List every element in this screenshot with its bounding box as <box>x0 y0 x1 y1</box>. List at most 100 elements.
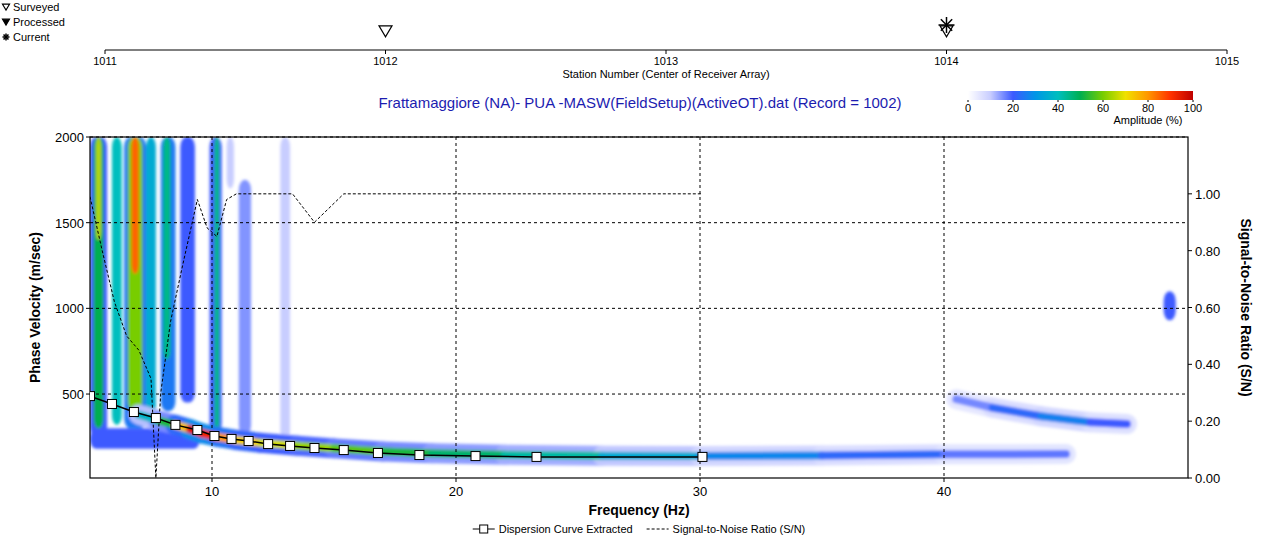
y2-tick <box>1188 364 1192 365</box>
legend-label: Dispersion Curve Extracted <box>499 523 633 535</box>
y-tick <box>86 222 90 223</box>
x-tick <box>212 478 213 482</box>
amplitude-ridge <box>432 453 505 455</box>
x-tick <box>456 478 457 482</box>
legend-label: Signal-to-Noise Ratio (S/N) <box>673 523 806 535</box>
chart-title: Frattamaggiore (NA)- PUA -MASW(FieldSetu… <box>378 94 901 111</box>
amplitude-patch <box>210 137 222 433</box>
colorbar: 0 20 40 60 80 100Amplitude (%) <box>965 91 1202 126</box>
grid-line-x <box>456 137 457 478</box>
amplitude-patch <box>124 137 146 428</box>
strip-legend-label: Processed <box>13 16 65 28</box>
y2-tick-label: 0.60 <box>1195 301 1220 316</box>
snr-line <box>90 194 702 478</box>
y2-tick <box>1188 478 1192 479</box>
y2-tick <box>1188 307 1192 308</box>
amplitude-ridge <box>822 454 944 455</box>
station-marker <box>379 26 392 37</box>
markers <box>90 392 707 462</box>
dispersion-point <box>227 434 236 443</box>
station-tick-label: 1011 <box>93 55 117 67</box>
strip-legend-label: Surveyed <box>13 1 59 13</box>
x-tick <box>944 478 945 482</box>
colorbar-tick-label: 80 <box>1142 102 1154 114</box>
y-axis-title: Phase Velocity (m/sec) <box>27 232 43 383</box>
dispersion-point <box>90 392 95 401</box>
grid-line-x <box>700 137 701 478</box>
colorbar-label: Amplitude (%) <box>1113 114 1182 126</box>
station-marker <box>3 4 10 10</box>
amplitude-patch <box>180 137 195 403</box>
x-tick-label: 30 <box>693 484 707 499</box>
amplitude-ridge <box>956 399 993 408</box>
y-tick-label: 500 <box>62 387 84 402</box>
dispersion-point <box>532 452 541 461</box>
amplitude-patch <box>94 137 104 428</box>
legend-item: Dispersion Curve Extracted <box>473 523 633 535</box>
page: 10111012101310141015Station Number (Cent… <box>0 0 1262 542</box>
amplitude-ridge <box>1090 422 1127 424</box>
legend-line <box>647 529 669 530</box>
y2-tick <box>1188 421 1192 422</box>
legend-marker <box>480 525 488 533</box>
y2-tick-label: 0.80 <box>1195 244 1220 259</box>
amplitude-patch <box>227 137 234 188</box>
amplitude-patch <box>128 137 143 411</box>
station-tick-label: 1015 <box>1215 55 1239 67</box>
amplitude-ridge <box>602 446 700 466</box>
grid-line-x <box>944 137 945 478</box>
colorbar-tick-label: 100 <box>1184 102 1202 114</box>
amplitude-ridge <box>993 408 1042 417</box>
station-tick <box>666 50 667 54</box>
colorbar-tick-label: 40 <box>1052 102 1064 114</box>
dispersion-point <box>286 441 295 450</box>
colorbar-tick-label: 0 <box>965 102 971 114</box>
station-tick <box>385 50 386 54</box>
y2-tick <box>1188 250 1192 251</box>
triangle <box>3 4 10 10</box>
y-tick <box>86 308 90 309</box>
station-marker <box>3 19 10 25</box>
amplitude-ridge <box>505 445 603 466</box>
dispersion-point <box>129 408 138 417</box>
x-tick <box>700 478 701 482</box>
y-tick <box>86 394 90 395</box>
dispersion-point <box>171 420 180 429</box>
amplitude-patch <box>112 137 122 425</box>
dispersion-point <box>107 399 116 408</box>
dispersion-point <box>373 448 382 457</box>
amplitude-patch <box>214 137 219 432</box>
dispersion-point <box>244 436 253 445</box>
dispersion-image <box>90 137 1176 456</box>
amplitude-patch <box>280 137 290 442</box>
dispersion-point <box>310 444 319 453</box>
amplitude-ridge <box>993 408 1042 417</box>
grid-line-y <box>90 222 1188 223</box>
station-strip: 10111012101310141015Station Number (Cent… <box>3 1 1240 80</box>
dispersion-point <box>415 451 424 460</box>
triangle <box>379 26 392 37</box>
dispersion-point <box>471 452 480 461</box>
amplitude-patch <box>96 137 101 240</box>
grid-line-x <box>212 137 213 478</box>
amplitude-patch <box>239 180 251 435</box>
colorbar-tick-label: 60 <box>1097 102 1109 114</box>
amplitude-ridge <box>432 453 505 455</box>
amplitude-ridge <box>1090 422 1127 424</box>
image-layer <box>90 137 1176 456</box>
colorbar-tick-label: 20 <box>1007 102 1019 114</box>
grid-line-y <box>90 394 1188 395</box>
y2-tick <box>1188 193 1192 194</box>
amplitude-ridge <box>822 454 944 455</box>
x-tick-label: 40 <box>937 484 951 499</box>
amplitude-ridge <box>700 445 822 466</box>
y-tick-label: 2000 <box>55 130 84 145</box>
dispersion-point <box>193 426 202 435</box>
legend: Dispersion Curve Extracted Signal-to-Nois… <box>473 523 806 535</box>
x-axis-title: Frequency (Hz) <box>588 502 689 518</box>
axes: 102030405001000150020000.000.200.400.600… <box>27 130 1254 518</box>
station-tick-label: 1012 <box>373 55 397 67</box>
dispersion-line <box>90 396 702 457</box>
y-tick-label: 1000 <box>55 301 84 316</box>
station-marker <box>939 17 955 33</box>
